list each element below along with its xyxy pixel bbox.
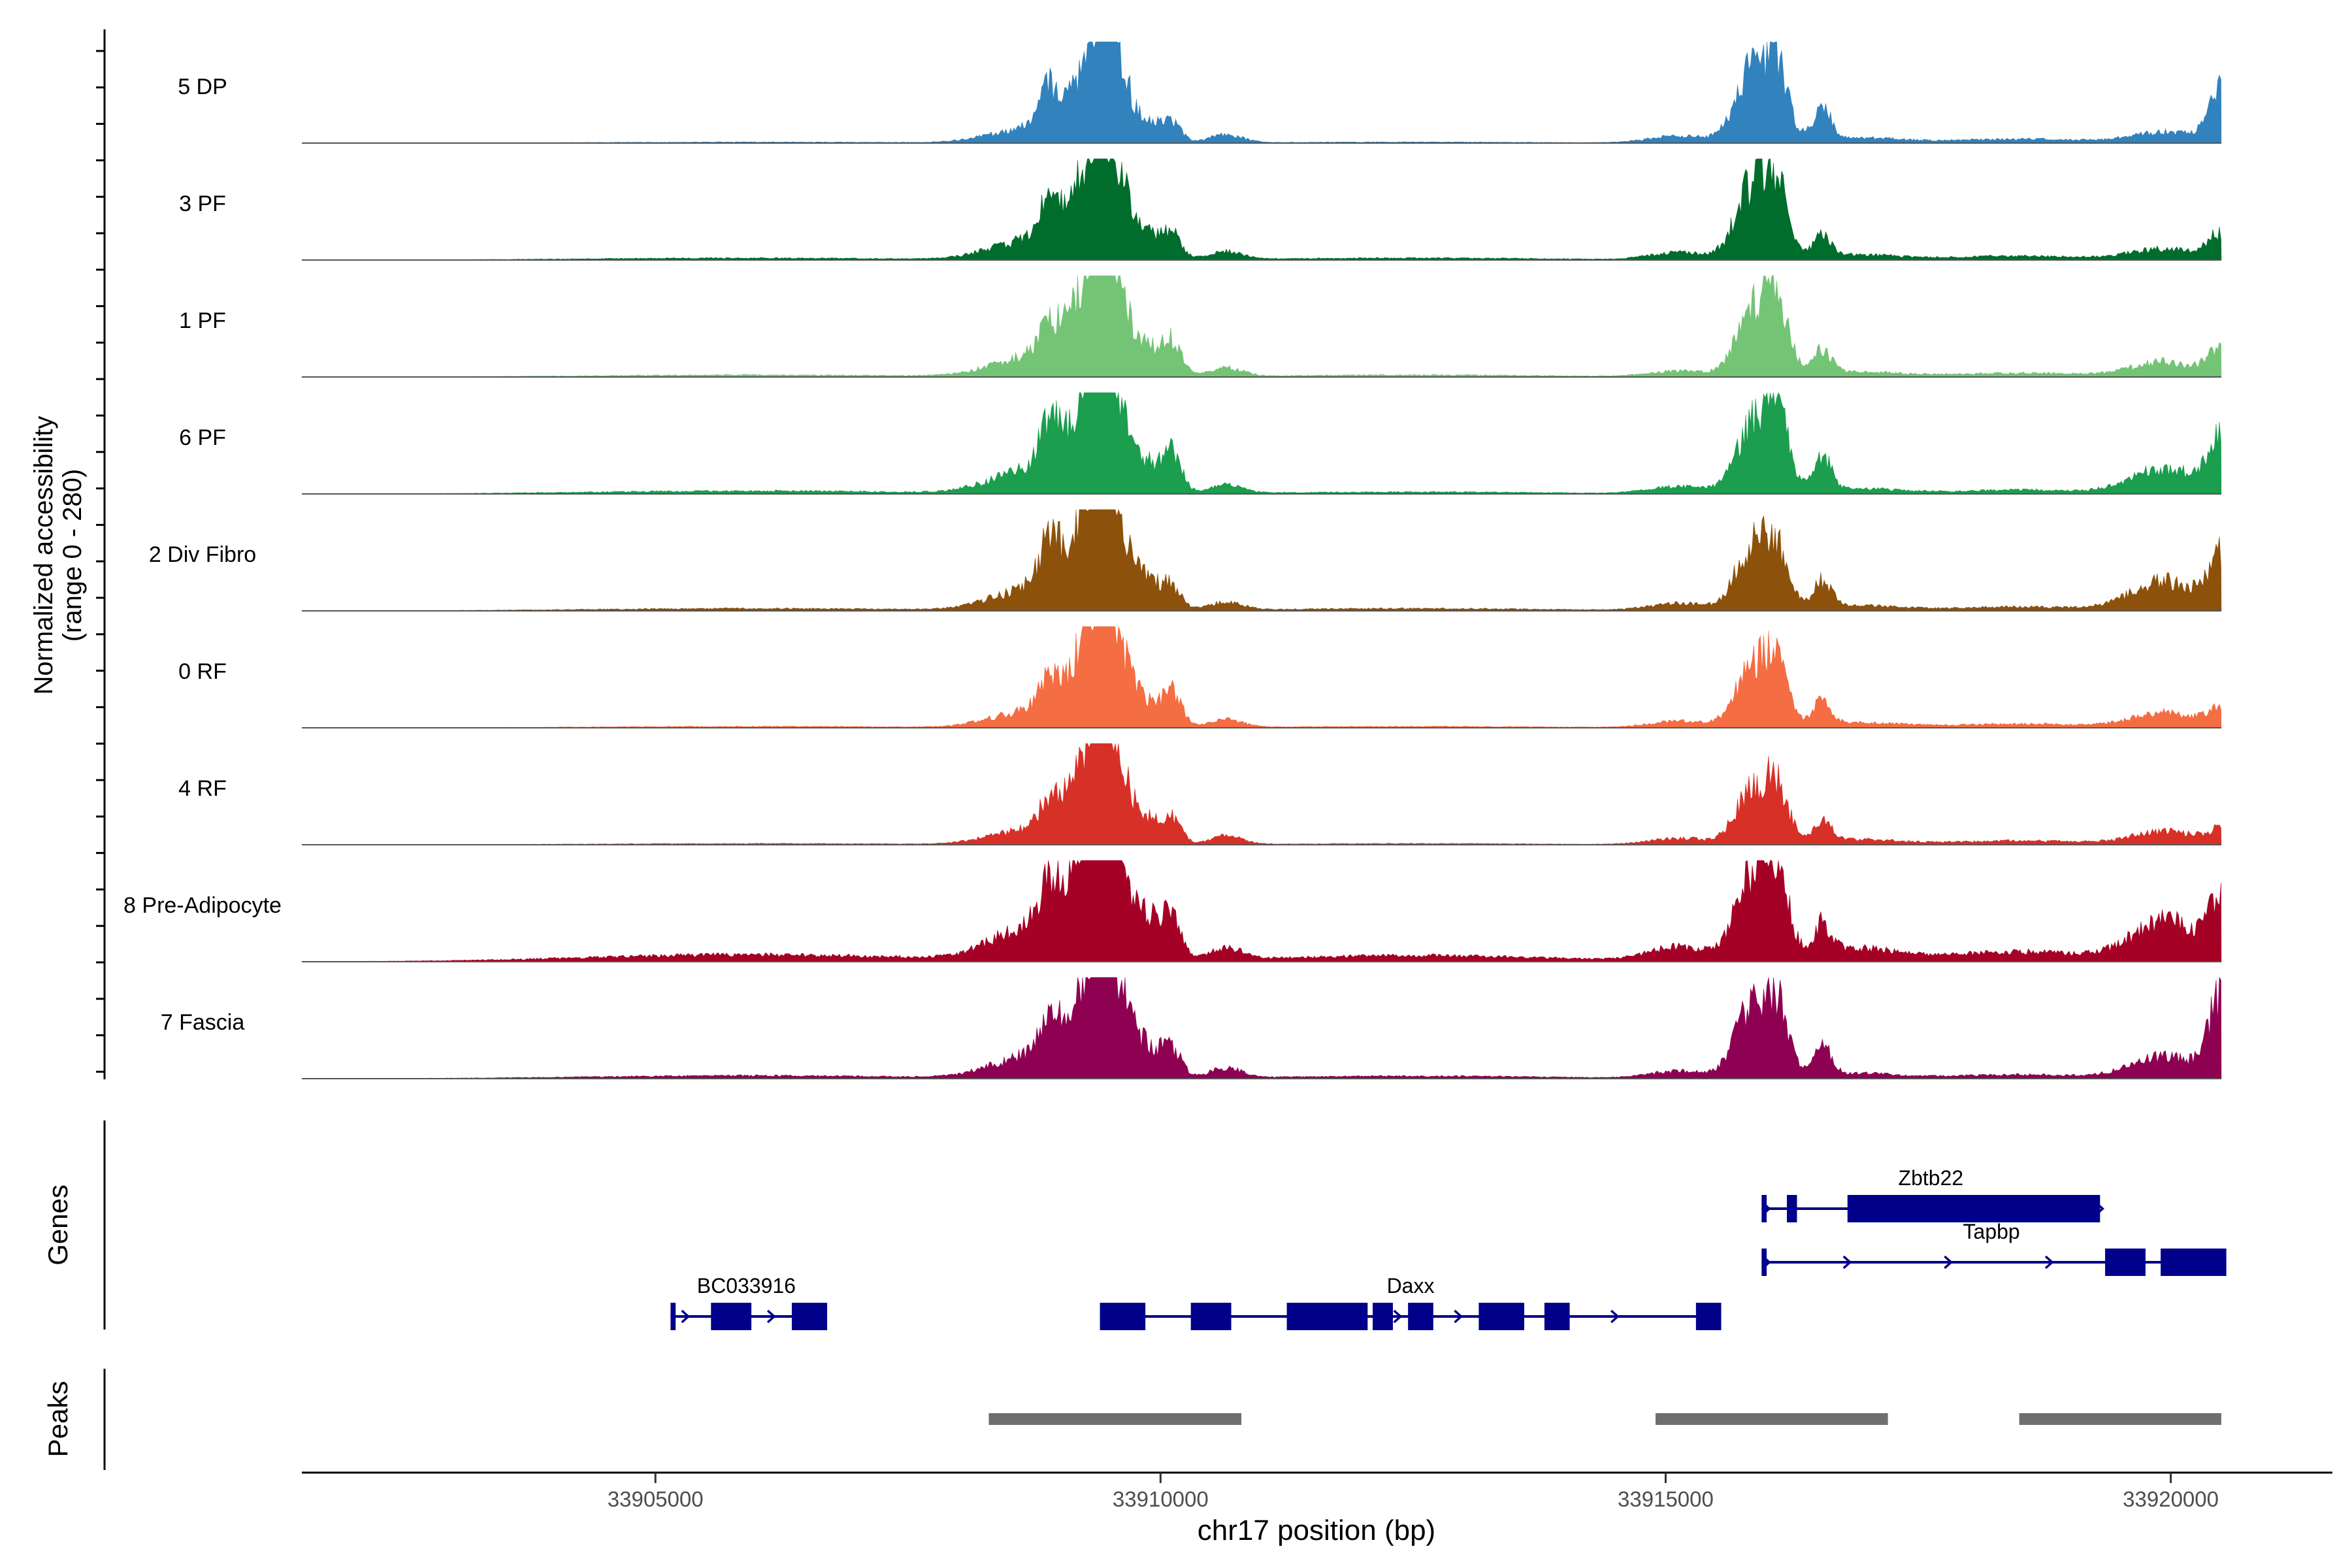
gene-1-strand-arrow-3 xyxy=(1610,1309,1620,1324)
gene-2-strand-arrow-3 xyxy=(2044,1255,2054,1269)
gene-1-exon-0 xyxy=(1100,1303,1146,1330)
gene-0-exon-1 xyxy=(711,1303,752,1330)
x-tick-label-0: 33905000 xyxy=(608,1487,704,1511)
gene-1-strand-arrow-1 xyxy=(1393,1309,1403,1324)
gene-2-exon-0 xyxy=(1761,1249,1767,1276)
gene-3-exon-2 xyxy=(1847,1195,2100,1222)
track-label-6: 4 RF xyxy=(178,776,227,801)
gene-0-strand-arrow-1 xyxy=(766,1309,776,1324)
genes-label: Genes xyxy=(42,1184,73,1266)
y-axis-label-line-1: Normalized accessibility xyxy=(29,416,58,695)
gene-1-strand-arrow-2 xyxy=(1454,1309,1463,1324)
gene-2-strand-arrow-2 xyxy=(1944,1255,1953,1269)
track-label-5: 0 RF xyxy=(178,659,227,684)
coverage-area-track-6 xyxy=(302,743,2222,845)
peak-bar-1 xyxy=(1656,1413,1888,1425)
gene-3: Zbtb22 xyxy=(1761,1166,2104,1222)
peaks-panel xyxy=(988,1413,2221,1425)
x-tick-label-1: 33910000 xyxy=(1113,1487,1209,1511)
coverage-area-track-0 xyxy=(302,41,2222,144)
gene-1-exon-5 xyxy=(1478,1303,1524,1330)
x-tick-label-2: 33915000 xyxy=(1618,1487,1714,1511)
coverage-area-track-2 xyxy=(301,275,2222,378)
gene-0-exon-2 xyxy=(791,1303,828,1330)
gene-label-2: Tapbp xyxy=(1963,1220,2020,1243)
coverage-area-track-5 xyxy=(302,626,2222,728)
coverage-tracks: 5 DP 3 PF 1 PF 6 PF 2 Div Fibro 0 RF 4 RF 8 Pre… xyxy=(123,41,2222,1079)
track-label-1: 3 PF xyxy=(179,191,226,216)
gene-1-exon-2 xyxy=(1286,1303,1368,1330)
gene-2-strand-arrow-1 xyxy=(1842,1255,1852,1269)
peak-bar-0 xyxy=(988,1413,1242,1425)
track-label-8: 7 Fascia xyxy=(161,1010,245,1035)
track-label-0: 5 DP xyxy=(178,74,227,99)
gene-label-3: Zbtb22 xyxy=(1899,1166,1964,1190)
coverage-area-track-4 xyxy=(301,508,2222,612)
gene-2: Tapbp xyxy=(1761,1220,2227,1276)
track-label-3: 6 PF xyxy=(179,425,226,450)
coverage-area-track-7 xyxy=(301,860,2222,962)
gene-0-exon-0 xyxy=(670,1303,676,1330)
gene-1-exon-6 xyxy=(1544,1303,1570,1330)
peaks-label: Peaks xyxy=(42,1381,73,1458)
gene-0-strand-arrow-0 xyxy=(681,1309,691,1324)
gene-1-exon-4 xyxy=(1408,1303,1433,1330)
track-label-4: 2 Div Fibro xyxy=(149,542,256,567)
gene-0: BC033916 xyxy=(670,1274,828,1330)
gene-3-exon-1 xyxy=(1787,1195,1797,1222)
gene-1-exon-3 xyxy=(1373,1303,1393,1330)
x-tick-label-3: 33920000 xyxy=(2123,1487,2219,1511)
genes-panel: BC033916 Daxx Tapbp Zbtb22 xyxy=(670,1166,2227,1330)
coverage-y-axis xyxy=(96,29,106,1079)
gene-1-exon-1 xyxy=(1190,1303,1232,1330)
gene-label-0: BC033916 xyxy=(697,1274,796,1298)
gene-1: Daxx xyxy=(1100,1274,1722,1330)
y-axis-label-line-2: (range 0 - 280) xyxy=(58,469,87,642)
x-axis-label: chr17 position (bp) xyxy=(1198,1514,1435,1546)
peak-bar-2 xyxy=(2019,1413,2221,1425)
gene-2-exon-2 xyxy=(2161,1249,2227,1276)
track-label-7: 8 Pre-Adipocyte xyxy=(123,893,282,918)
coverage-area-track-1 xyxy=(301,158,2222,261)
x-axis: 33905000 33910000 33915000 33920000 xyxy=(608,1473,2219,1511)
gene-3-exon-0 xyxy=(1761,1195,1767,1222)
coverage-area-track-8 xyxy=(301,976,2222,1079)
coverage-area-track-3 xyxy=(301,392,2222,495)
gene-1-exon-7 xyxy=(1695,1303,1722,1330)
gene-2-exon-1 xyxy=(2105,1249,2146,1276)
track-label-2: 1 PF xyxy=(179,308,226,333)
gene-label-1: Daxx xyxy=(1387,1274,1435,1298)
